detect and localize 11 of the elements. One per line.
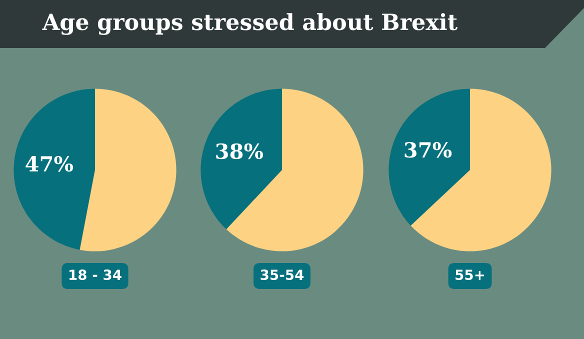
text: 35-54 — [260, 270, 304, 280]
text: 55+ — [456, 270, 484, 280]
text: 18 - 34 — [70, 270, 122, 280]
pie-slice — [80, 88, 176, 252]
data-label: 38% — [216, 143, 264, 160]
pie-slice — [388, 88, 470, 226]
data-label: 37% — [404, 142, 452, 158]
data-label: 47% — [26, 156, 74, 172]
pie-slice — [200, 88, 282, 230]
text: Age groups stressed about Brexit — [42, 13, 458, 35]
pie-slice — [14, 88, 95, 250]
